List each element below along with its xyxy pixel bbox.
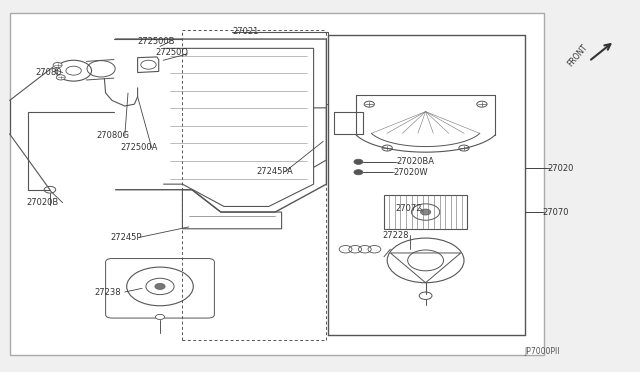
Text: 27020BA: 27020BA xyxy=(397,157,435,166)
Text: 27245P: 27245P xyxy=(110,233,141,242)
Circle shape xyxy=(382,145,392,151)
Text: 27072: 27072 xyxy=(396,204,422,213)
Text: 27020B: 27020B xyxy=(27,198,59,207)
Text: 27020: 27020 xyxy=(547,164,573,173)
Circle shape xyxy=(155,283,165,289)
Text: 27238: 27238 xyxy=(95,288,122,296)
FancyBboxPatch shape xyxy=(10,13,544,355)
Text: 27020W: 27020W xyxy=(394,168,428,177)
Circle shape xyxy=(44,186,56,193)
Text: 27245PA: 27245PA xyxy=(256,167,292,176)
Circle shape xyxy=(420,209,431,215)
Text: 272500A: 272500A xyxy=(120,143,157,152)
Text: 27228: 27228 xyxy=(383,231,409,240)
FancyBboxPatch shape xyxy=(106,259,214,318)
Text: 27021: 27021 xyxy=(232,27,259,36)
Circle shape xyxy=(53,62,62,68)
Circle shape xyxy=(459,145,469,151)
Circle shape xyxy=(56,75,65,80)
Text: 27080G: 27080G xyxy=(96,131,129,140)
Circle shape xyxy=(354,170,363,175)
Text: 27080: 27080 xyxy=(35,68,61,77)
Text: FRONT: FRONT xyxy=(566,42,589,68)
Text: 27250Q: 27250Q xyxy=(156,48,189,57)
Text: JP7000PII: JP7000PII xyxy=(525,347,560,356)
Circle shape xyxy=(156,314,164,320)
Text: 27070: 27070 xyxy=(543,208,569,217)
Circle shape xyxy=(477,101,487,107)
Circle shape xyxy=(354,159,363,164)
Text: 272500B: 272500B xyxy=(138,37,175,46)
Circle shape xyxy=(419,292,432,299)
FancyBboxPatch shape xyxy=(384,195,467,229)
Circle shape xyxy=(364,101,374,107)
